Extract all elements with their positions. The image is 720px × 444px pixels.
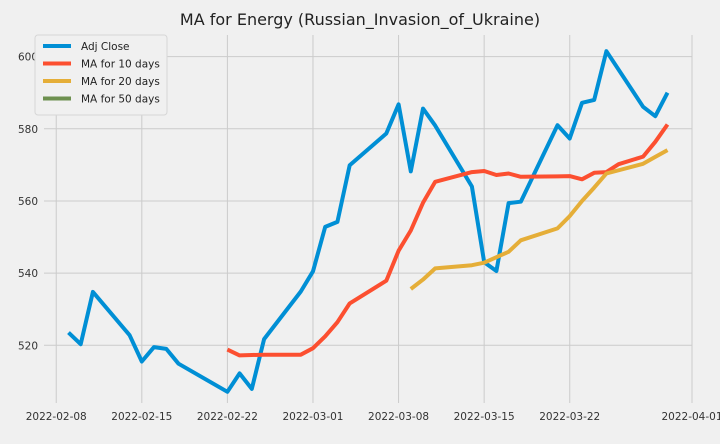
plot-area	[67, 49, 670, 394]
y-tick-label: 560	[18, 196, 38, 208]
y-axis: 520 540 560 580 600	[18, 52, 38, 353]
x-tick-label: 2022-02-15	[111, 411, 172, 423]
legend-label: MA for 50 days	[81, 94, 160, 106]
y-tick-label: 540	[18, 268, 38, 280]
x-tick-label: 2022-03-08	[368, 411, 429, 423]
x-tick-label: 2022-03-01	[282, 411, 343, 423]
legend: Adj Close MA for 10 days MA for 20 days MA …	[34, 34, 168, 116]
x-tick-label: 2022-03-15	[454, 411, 515, 423]
y-tick-label: 580	[18, 124, 38, 136]
chart-title: MA for Energy (Russian_Invasion_of_Ukrai…	[180, 10, 540, 30]
x-tick-label: 2022-02-08	[26, 411, 87, 423]
x-tick-label: 2022-04-01	[661, 411, 720, 423]
legend-label: MA for 10 days	[81, 59, 160, 71]
y-tick-label: 520	[18, 340, 38, 352]
series-line-ma-for-20-days	[409, 148, 669, 291]
series-line-ma-for-10-days	[226, 123, 670, 358]
series-line-adj-close	[67, 49, 670, 394]
x-tick-label: 2022-03-22	[539, 411, 600, 423]
y-tick-label: 600	[18, 52, 38, 64]
x-tick-label: 2022-02-22	[197, 411, 258, 423]
x-axis: 2022-02-08 2022-02-15 2022-02-22 2022-03-01…	[26, 411, 720, 423]
legend-box	[34, 34, 168, 116]
legend-label: MA for 20 days	[81, 76, 160, 88]
legend-label: Adj Close	[81, 41, 130, 53]
